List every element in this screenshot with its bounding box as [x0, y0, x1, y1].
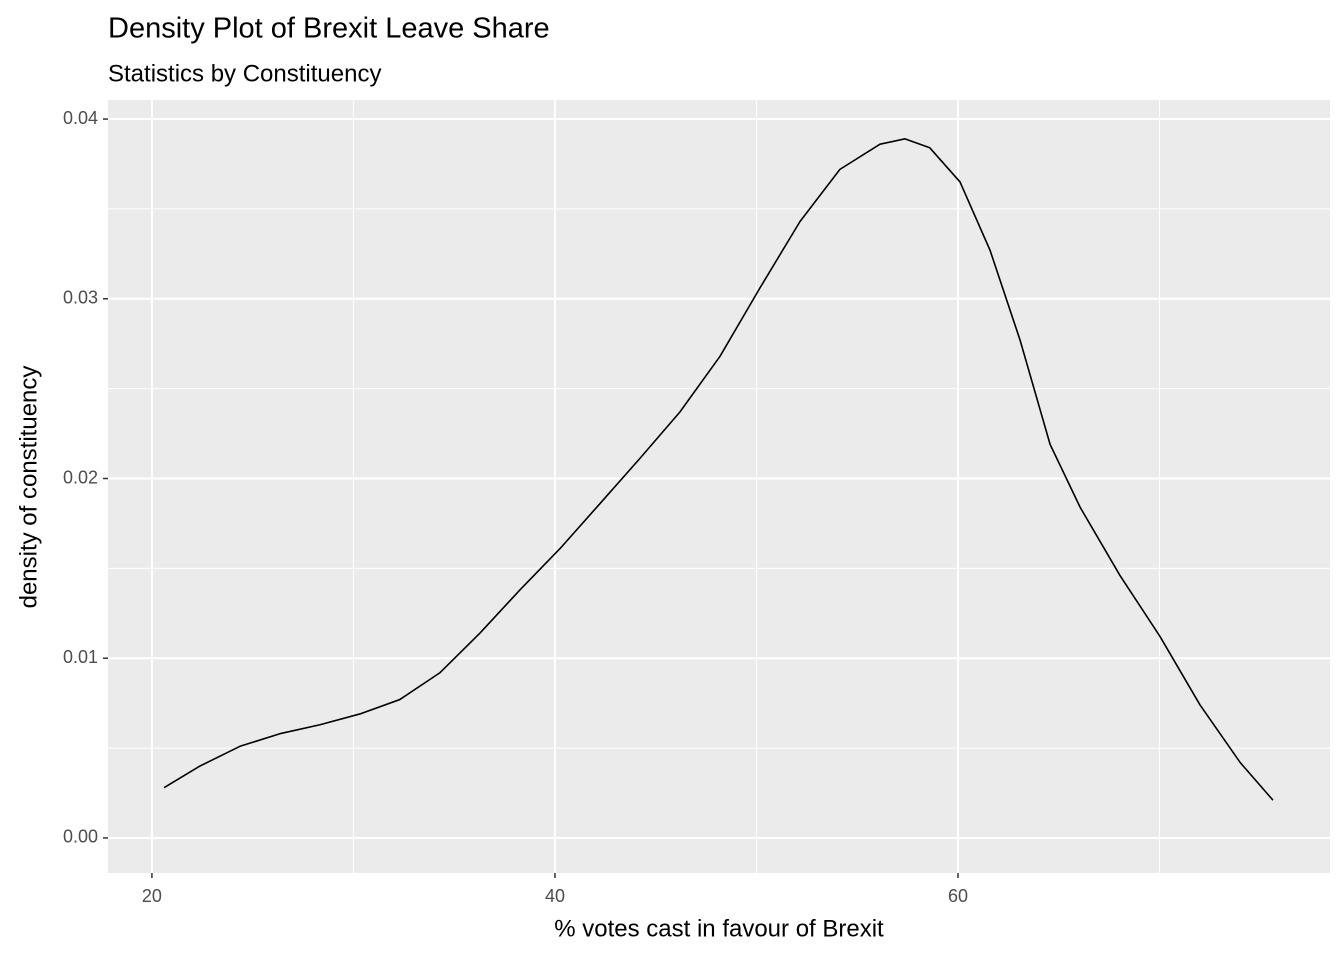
- y-axis-label: density of constituency: [15, 366, 42, 609]
- y-tick-label: 0.01: [63, 647, 98, 667]
- y-tick-label: 0.04: [63, 108, 98, 128]
- x-tick-label: 60: [948, 886, 968, 906]
- x-axis-label: % votes cast in favour of Brexit: [554, 915, 884, 942]
- chart-subtitle: Statistics by Constituency: [108, 60, 381, 87]
- y-tick-label: 0.03: [63, 288, 98, 308]
- y-tick-label: 0.00: [63, 827, 98, 847]
- y-tick-label: 0.02: [63, 467, 98, 487]
- panel: [108, 100, 1330, 873]
- x-tick-label: 20: [142, 886, 162, 906]
- density-line: [163, 138, 1274, 801]
- chart-title: Density Plot of Brexit Leave Share: [108, 13, 550, 45]
- x-tick-label: 40: [545, 886, 565, 906]
